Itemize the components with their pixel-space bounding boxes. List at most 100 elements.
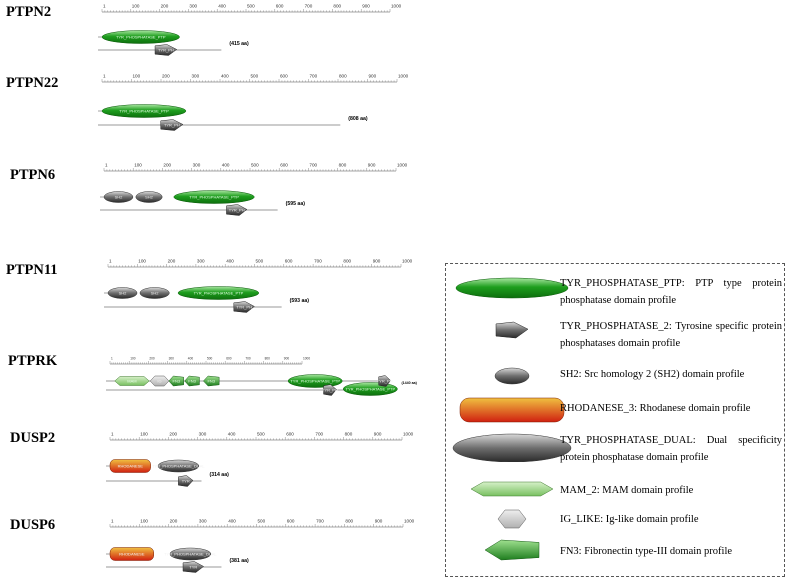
domain-label: SH2: [119, 290, 128, 295]
legend-shape: [484, 539, 540, 561]
ruler-tick-label: 300: [199, 432, 207, 437]
domain-tyr-phosphatase-2: [378, 375, 391, 387]
domain-label: FN3: [207, 378, 215, 383]
domain-rhodanese-3: [109, 459, 151, 473]
legend-text: RHODANESE_3: Rhodanese domain profile: [560, 403, 751, 414]
domain-tyr-phosphatase-ptp: [101, 30, 180, 44]
domain-mam-2: [114, 376, 150, 386]
ruler-tick-label: 800: [345, 519, 353, 524]
ruler-tick-label: 100: [134, 163, 142, 168]
domain-tyr-phosphatase-2: [160, 119, 184, 131]
protein-track-ptprk: 1 100 200 300 400 500 600 700 800 900 1000 MAM IG FN3…: [106, 357, 418, 396]
ruler-tick-label: 900: [375, 519, 383, 524]
ruler-tick-label: 200: [170, 519, 178, 524]
ruler-tick-label: 1000: [402, 259, 413, 264]
ruler-tick-label: 1000: [398, 74, 409, 79]
legend-text: IG_LIKE: Ig-like domain profile: [560, 514, 699, 525]
ruler-tick-label: 1: [109, 259, 112, 264]
domain-label: TYR_PH: [236, 304, 252, 309]
domain-label: RHODANESE: [119, 551, 145, 556]
domain-sh2: [107, 287, 138, 299]
ruler-tick-label: 800: [343, 259, 351, 264]
legend-shape: [455, 277, 569, 299]
ruler-tick-label: 500: [258, 519, 266, 524]
ruler-tick-label: 1: [103, 74, 106, 79]
protein-track-dusp2: 1 100 200 300 400 500 600 700 800 900 1000 RHODANES…: [106, 432, 414, 487]
ruler-tick-label: 100: [132, 4, 140, 9]
ruler-tick-label: 300: [189, 4, 197, 9]
domain-tyr-phosphatase-2: [182, 561, 205, 573]
ruler-tick-label: 900: [373, 259, 381, 264]
ruler-tick-label: 400: [228, 432, 236, 437]
ruler-tick-label: 400: [226, 259, 234, 264]
protein-name: PTPN11: [6, 262, 58, 278]
ruler-tick-label: 200: [163, 163, 171, 168]
domain-label: TYR_PHOSPHATASE_PTP: [346, 386, 396, 391]
legend-shape: [452, 433, 572, 462]
ruler-tick-label: 400: [218, 4, 226, 9]
ruler-tick-label: 600: [280, 74, 288, 79]
ruler-tick-label: 400: [188, 357, 194, 361]
ruler-tick-label: 300: [169, 357, 175, 361]
domain-tyr-phosphatase-ptp: [101, 104, 187, 118]
ruler-tick-label: 400: [221, 74, 229, 79]
protein-length-label: (808 aa): [348, 116, 368, 122]
domain-label: FN3: [188, 378, 196, 383]
legend-shape: [495, 321, 529, 339]
ruler-tick-label: 100: [140, 432, 148, 437]
domain-label: TYR_PHOSPHATASE_PTP: [116, 34, 166, 39]
ruler-tick-label: 200: [162, 74, 170, 79]
domain-label: SH2: [115, 194, 124, 199]
ruler-tick-label: 300: [197, 259, 205, 264]
legend-shape: [497, 509, 527, 529]
domain-label: TYR_PH: [322, 387, 338, 392]
ruler-tick-label: 200: [169, 432, 177, 437]
ruler-tick-label: 1: [103, 4, 106, 9]
ruler-tick-label: 200: [149, 357, 155, 361]
ruler-tick-label: 100: [130, 357, 136, 361]
ruler-tick-label: 400: [222, 163, 230, 168]
protein-track-ptpn6: 1 100 200 300 400 500 600 700 800 900 1000 SH2 SH2 TY…: [100, 163, 408, 216]
ruler-tick-label: 600: [276, 4, 284, 9]
ruler-tick-label: 400: [228, 519, 236, 524]
domain-label: TYR_PHOSPHATASE_PTP: [119, 108, 169, 113]
ruler-tick-label: 1000: [403, 432, 414, 437]
domain-label: MAM: [127, 378, 136, 383]
domain-label: TYR_PHOSPHATASE_PTP: [189, 194, 239, 199]
ruler-tick-label: 1: [111, 357, 113, 361]
domain-label: TYR: [189, 564, 197, 569]
ruler-tick-label: 800: [265, 357, 271, 361]
ruler-tick-label: 100: [140, 519, 148, 524]
domain-label: SH2: [145, 194, 154, 199]
domain-rhodanese-3: [109, 547, 154, 561]
legend-icon-mam-2: [470, 481, 554, 497]
ruler-tick-label: 800: [339, 163, 347, 168]
ruler-tick-label: 500: [207, 357, 213, 361]
ruler-tick-label: 1000: [397, 163, 408, 168]
legend-text: TYR_PHOSPHATASE_2: Tyrosine specific pro…: [560, 321, 782, 349]
ruler-tick-label: 800: [345, 432, 353, 437]
ruler-tick-label: 700: [314, 259, 322, 264]
protein-track-ptpn2: 1 100 200 300 400 500 600 700 800 900 1000 TYR_PHOS…: [98, 4, 402, 56]
domain-sh2: [103, 191, 134, 203]
ruler-tick-label: 300: [199, 519, 207, 524]
domain-tyr-phosphatase-2: [323, 384, 337, 396]
domain-label: RHODANESE: [118, 463, 144, 468]
ruler-tick-label: 600: [286, 432, 294, 437]
legend-text: MAM_2: MAM domain profile: [560, 485, 694, 496]
ruler-tick-label: 900: [284, 357, 290, 361]
ruler-tick-label: 700: [305, 4, 313, 9]
ruler-tick-label: 500: [247, 4, 255, 9]
protein-length-label: (314 aa): [209, 472, 229, 478]
protein-length-label: (415 aa): [229, 41, 249, 47]
protein-length-label: (593 aa): [290, 298, 310, 304]
legend-shape: [494, 367, 530, 385]
domain-sh2: [139, 287, 170, 299]
domain-fn3: [203, 375, 220, 387]
ruler-tick-label: 300: [192, 74, 200, 79]
domain-tyr-phosphatase-2: [233, 301, 255, 313]
ruler-tick-label: 1000: [303, 357, 310, 361]
legend-text: SH2: Src homology 2 (SH2) domain profile: [560, 369, 745, 380]
